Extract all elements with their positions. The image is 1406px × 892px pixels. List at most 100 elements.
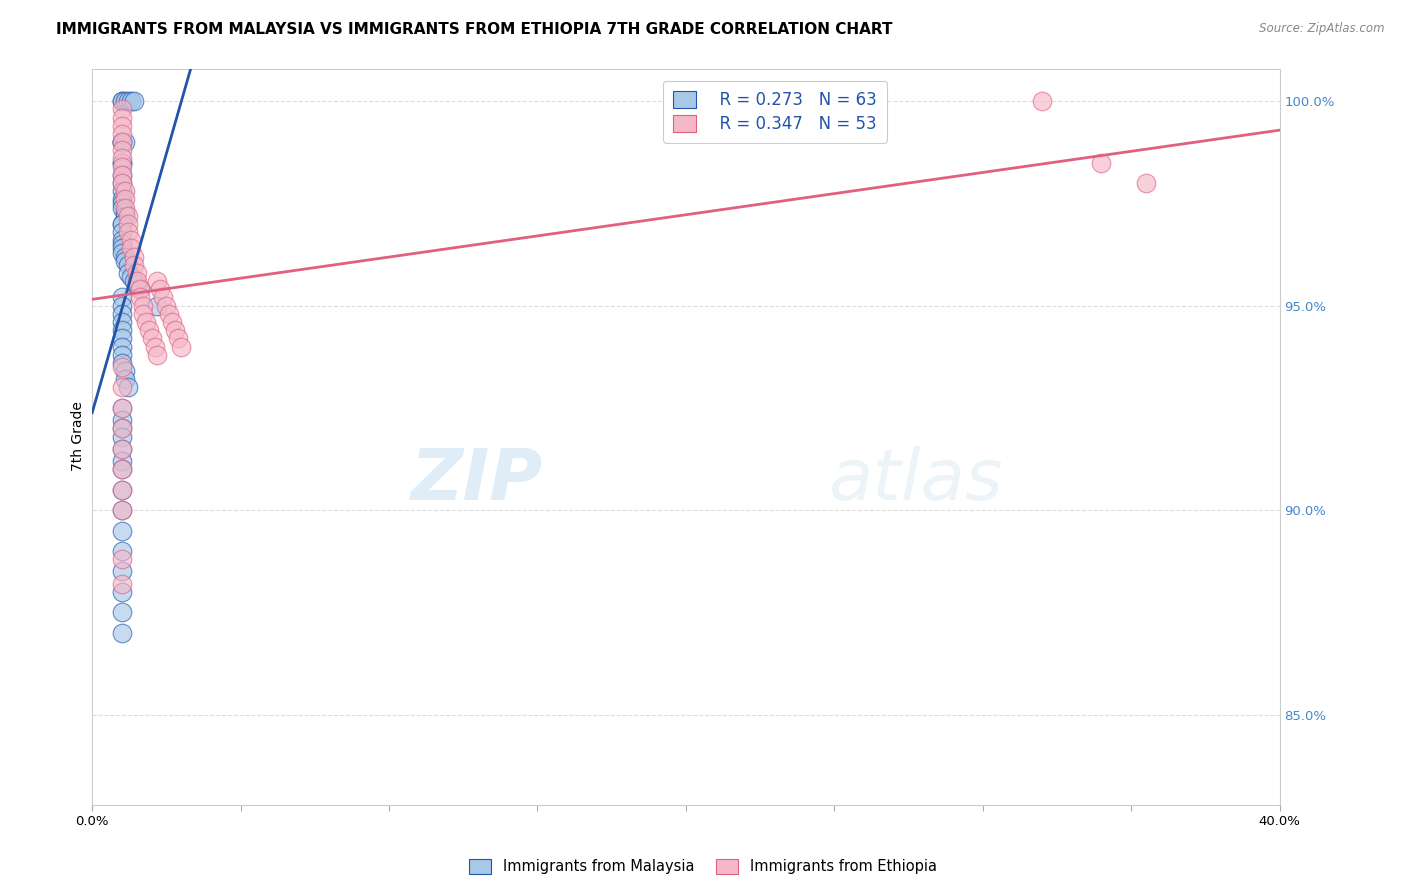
Point <box>111 291 134 305</box>
Point <box>122 94 145 108</box>
Point <box>117 225 139 239</box>
Point <box>128 282 150 296</box>
Point <box>122 258 145 272</box>
Point <box>111 421 134 435</box>
Point <box>131 299 153 313</box>
Point <box>111 168 134 182</box>
Point <box>120 270 142 285</box>
Point <box>143 340 166 354</box>
Point <box>111 605 134 619</box>
Point <box>111 429 134 443</box>
Point <box>111 565 134 579</box>
Point <box>111 340 134 354</box>
Point <box>117 258 139 272</box>
Point <box>111 625 134 640</box>
Point <box>117 94 139 108</box>
Point <box>111 483 134 497</box>
Point <box>122 250 145 264</box>
Legend: Immigrants from Malaysia, Immigrants from Ethiopia: Immigrants from Malaysia, Immigrants fro… <box>464 853 942 880</box>
Point <box>125 278 148 293</box>
Point <box>111 135 134 149</box>
Point <box>114 364 136 378</box>
Point <box>111 401 134 415</box>
Point <box>111 217 134 231</box>
Point <box>117 380 139 394</box>
Point <box>111 576 134 591</box>
Point <box>165 323 187 337</box>
Point <box>111 242 134 256</box>
Point <box>114 193 136 207</box>
Point <box>125 266 148 280</box>
Point <box>128 291 150 305</box>
Point <box>111 356 134 370</box>
Point <box>111 217 134 231</box>
Point <box>111 315 134 329</box>
Point <box>111 348 134 362</box>
Point <box>111 196 134 211</box>
Point <box>114 209 136 223</box>
Point <box>111 127 134 141</box>
Point <box>111 442 134 456</box>
Point <box>111 94 134 108</box>
Point <box>114 201 136 215</box>
Point <box>114 184 136 198</box>
Point <box>111 245 134 260</box>
Point <box>111 135 134 149</box>
Point <box>111 299 134 313</box>
Point <box>111 103 134 117</box>
Text: IMMIGRANTS FROM MALAYSIA VS IMMIGRANTS FROM ETHIOPIA 7TH GRADE CORRELATION CHART: IMMIGRANTS FROM MALAYSIA VS IMMIGRANTS F… <box>56 22 893 37</box>
Point <box>114 135 136 149</box>
Point <box>120 242 142 256</box>
Point <box>138 323 160 337</box>
Point <box>111 160 134 174</box>
Point <box>114 372 136 386</box>
Point <box>117 209 139 223</box>
Point <box>162 315 184 329</box>
Point <box>157 307 180 321</box>
Point <box>152 291 174 305</box>
Point <box>111 155 134 169</box>
Point <box>111 168 134 182</box>
Point <box>111 193 134 207</box>
Point <box>111 454 134 468</box>
Point <box>131 307 153 321</box>
Point <box>111 225 134 239</box>
Point <box>1135 176 1157 190</box>
Point <box>155 299 177 313</box>
Point <box>111 233 134 247</box>
Point <box>122 274 145 288</box>
Point <box>111 119 134 133</box>
Point <box>111 462 134 476</box>
Point <box>111 176 134 190</box>
Point <box>146 299 169 313</box>
Point <box>111 176 134 190</box>
Point <box>114 250 136 264</box>
Point <box>170 340 193 354</box>
Point <box>111 237 134 252</box>
Point <box>146 274 169 288</box>
Point <box>111 413 134 427</box>
Point <box>111 503 134 517</box>
Point <box>120 233 142 247</box>
Point <box>135 315 157 329</box>
Point <box>111 359 134 374</box>
Point <box>111 135 134 149</box>
Point <box>167 331 190 345</box>
Point <box>117 266 139 280</box>
Point <box>111 585 134 599</box>
Point <box>114 204 136 219</box>
Point <box>146 348 169 362</box>
Point <box>111 307 134 321</box>
Point <box>1090 155 1112 169</box>
Point <box>111 135 134 149</box>
Y-axis label: 7th Grade: 7th Grade <box>72 401 86 472</box>
Point <box>111 544 134 558</box>
Point <box>114 253 136 268</box>
Point <box>111 143 134 157</box>
Point <box>141 331 163 345</box>
Text: Source: ZipAtlas.com: Source: ZipAtlas.com <box>1260 22 1385 36</box>
Text: atlas: atlas <box>828 446 1002 516</box>
Point <box>111 483 134 497</box>
Point <box>111 380 134 394</box>
Point <box>111 421 134 435</box>
